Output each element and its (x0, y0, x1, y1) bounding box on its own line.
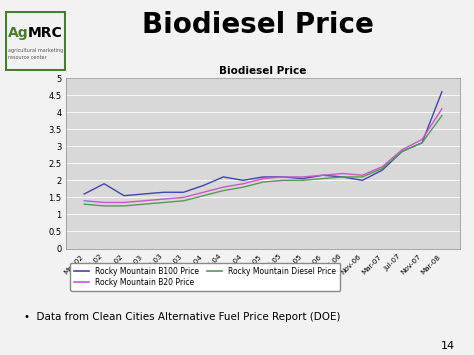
Title: Biodiesel Price: Biodiesel Price (219, 66, 307, 76)
Rocky Mountain Diesel Price (101, 204, 107, 208)
Rocky Mountain B100 Price (280, 175, 286, 179)
Rocky Mountain B100 Price (260, 175, 266, 179)
Rocky Mountain B20 Price (280, 175, 286, 179)
Rocky Mountain B20 Price (101, 200, 107, 204)
Rocky Mountain B100 Price (201, 183, 206, 187)
Rocky Mountain Diesel Price (82, 202, 87, 206)
Rocky Mountain B100 Price (380, 168, 385, 172)
Rocky Mountain B100 Price (320, 173, 326, 178)
Rocky Mountain Diesel Price (340, 175, 346, 179)
Rocky Mountain Diesel Price (220, 189, 226, 193)
Rocky Mountain B20 Price (260, 176, 266, 181)
Rocky Mountain B100 Price (220, 175, 226, 179)
Text: •  Data from Clean Cities Alternative Fuel Price Report (DOE): • Data from Clean Cities Alternative Fue… (24, 312, 340, 322)
Rocky Mountain B100 Price (240, 178, 246, 182)
Rocky Mountain B100 Price (419, 141, 425, 145)
Rocky Mountain B20 Price (380, 165, 385, 169)
Text: 14: 14 (441, 342, 455, 351)
Rocky Mountain B20 Price (439, 106, 445, 111)
Rocky Mountain Diesel Price (260, 180, 266, 184)
Rocky Mountain B20 Price (201, 190, 206, 195)
Rocky Mountain B20 Price (300, 175, 306, 179)
Rocky Mountain Diesel Price (300, 178, 306, 182)
Text: agricultural marketing
resource center: agricultural marketing resource center (8, 48, 63, 60)
Rocky Mountain Diesel Price (280, 178, 286, 182)
Rocky Mountain B20 Price (419, 137, 425, 142)
Rocky Mountain Diesel Price (439, 114, 445, 118)
Rocky Mountain Diesel Price (121, 204, 127, 208)
Rocky Mountain Diesel Price (201, 193, 206, 198)
Rocky Mountain Diesel Price (240, 185, 246, 189)
Rocky Mountain B100 Price (439, 89, 445, 94)
Rocky Mountain B20 Price (181, 195, 186, 200)
Rocky Mountain B20 Price (399, 148, 405, 152)
Rocky Mountain Diesel Price (161, 200, 166, 204)
Rocky Mountain B100 Price (141, 192, 146, 196)
Rocky Mountain B100 Price (300, 176, 306, 181)
Rocky Mountain Diesel Price (320, 176, 326, 181)
Rocky Mountain B100 Price (360, 178, 365, 182)
Rocky Mountain B100 Price (121, 193, 127, 198)
Rocky Mountain B100 Price (399, 149, 405, 153)
Rocky Mountain B100 Price (101, 182, 107, 186)
Rocky Mountain B100 Price (181, 190, 186, 195)
Rocky Mountain Diesel Price (399, 149, 405, 153)
Rocky Mountain Diesel Price (181, 199, 186, 203)
Line: Rocky Mountain B100 Price: Rocky Mountain B100 Price (84, 92, 442, 196)
Rocky Mountain B20 Price (240, 182, 246, 186)
Rocky Mountain B20 Price (360, 173, 365, 178)
Rocky Mountain B100 Price (82, 192, 87, 196)
Rocky Mountain B20 Price (220, 185, 226, 189)
Line: Rocky Mountain B20 Price: Rocky Mountain B20 Price (84, 109, 442, 202)
Rocky Mountain B20 Price (340, 171, 346, 176)
Rocky Mountain Diesel Price (360, 175, 365, 179)
Line: Rocky Mountain Diesel Price: Rocky Mountain Diesel Price (84, 116, 442, 206)
Rocky Mountain B100 Price (340, 175, 346, 179)
Rocky Mountain B20 Price (161, 197, 166, 201)
Rocky Mountain B20 Price (320, 173, 326, 178)
Text: Ag: Ag (8, 26, 28, 40)
Rocky Mountain Diesel Price (141, 202, 146, 206)
Text: MRC: MRC (28, 26, 63, 40)
Rocky Mountain Diesel Price (419, 141, 425, 145)
Rocky Mountain Diesel Price (380, 166, 385, 170)
Rocky Mountain B20 Price (141, 199, 146, 203)
Rocky Mountain B20 Price (121, 200, 127, 204)
Rocky Mountain B100 Price (161, 190, 166, 195)
Legend: Rocky Mountain B100 Price, Rocky Mountain B20 Price, Rocky Mountain Diesel Price: Rocky Mountain B100 Price, Rocky Mountai… (70, 263, 340, 291)
Rocky Mountain B20 Price (82, 199, 87, 203)
Text: Biodiesel Price: Biodiesel Price (142, 11, 374, 39)
